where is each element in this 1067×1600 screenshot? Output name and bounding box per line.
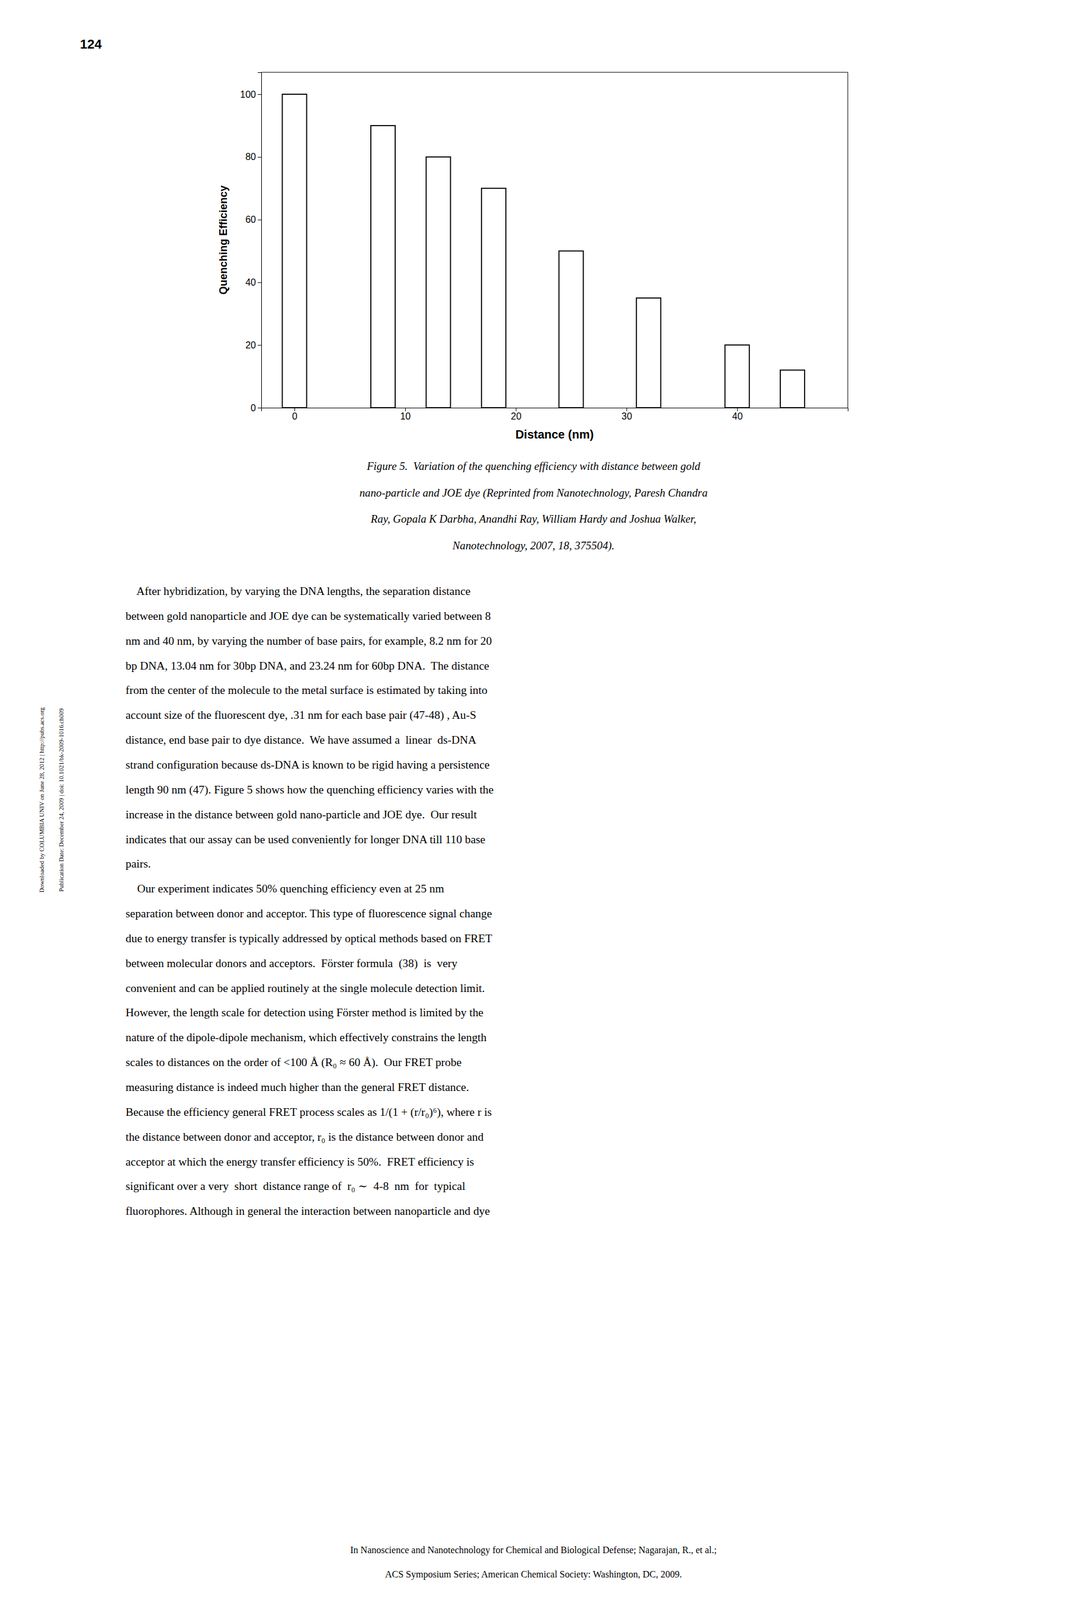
x-tick-mark bbox=[516, 407, 517, 412]
body-line: length 90 nm (47). Figure 5 shows how th… bbox=[125, 783, 494, 797]
y-tick: 80 bbox=[245, 151, 262, 162]
body-line: the distance between donor and acceptor,… bbox=[125, 1130, 484, 1143]
x-tick-label: 30 bbox=[621, 411, 633, 422]
caption-line: nano-particle and JOE dye (Reprinted fro… bbox=[359, 486, 708, 500]
y-tick: 0 bbox=[250, 402, 262, 413]
bar bbox=[481, 188, 506, 408]
body-line: bp DNA, 13.04 nm for 30bp DNA, and 23.24… bbox=[125, 659, 490, 672]
x-tick: 0 bbox=[292, 407, 298, 422]
x-tick-mark bbox=[405, 407, 406, 412]
bars bbox=[282, 94, 805, 408]
x-tick: 10 bbox=[399, 407, 411, 422]
y-tick: 40 bbox=[245, 277, 262, 288]
x-tick: 40 bbox=[732, 407, 743, 422]
x-tick: 20 bbox=[510, 407, 522, 422]
body-line: due to energy transfer is typically addr… bbox=[125, 931, 493, 945]
side-text: Downloaded by COLUMBIA UNIV on June 28, … bbox=[38, 706, 46, 893]
y-axis-title: Quenching Efficiency bbox=[217, 185, 230, 295]
body-line: However, the length scale for detection … bbox=[125, 1005, 484, 1019]
body-line: pairs. bbox=[125, 857, 152, 870]
bar bbox=[282, 94, 307, 408]
body-line: After hybridization, by varying the DNA … bbox=[125, 584, 471, 598]
x-tick-label: 20 bbox=[510, 411, 522, 422]
body-line: fluorophores. Although in general the in… bbox=[125, 1204, 490, 1217]
body-line: acceptor at which the energy transfer ef… bbox=[125, 1155, 474, 1168]
y-tick-label: 40 bbox=[245, 277, 256, 288]
y-tick-label: 80 bbox=[245, 151, 256, 162]
x-tick-mark bbox=[626, 407, 627, 412]
body-line: separation between donor and acceptor. T… bbox=[125, 907, 492, 920]
bar bbox=[370, 125, 396, 408]
x-axis: 0 10 20 30 40 bbox=[261, 407, 849, 422]
bar bbox=[558, 251, 583, 408]
body-line: between molecular donors and acceptors. … bbox=[125, 956, 458, 970]
y-tick-mark bbox=[257, 219, 262, 221]
body-line: between gold nanoparticle and JOE dye ca… bbox=[125, 609, 492, 623]
page: 0 10 20 30 40 0 20 40 60 80 100 Distance (nm) Quench… bbox=[0, 0, 1067, 1600]
footer-line: ACS Symposium Series; American Chemical … bbox=[385, 1568, 682, 1580]
plot-frame bbox=[847, 72, 849, 408]
bar bbox=[780, 370, 805, 408]
x-tick: 30 bbox=[621, 407, 633, 422]
y-tick-mark bbox=[257, 282, 262, 283]
caption-line: Nanotechnology, 2007, 18, 375504). bbox=[452, 539, 615, 553]
bar bbox=[636, 298, 661, 408]
side-text: Publication Date: December 24, 2009 | do… bbox=[58, 707, 65, 892]
caption-line: Ray, Gopala K Darbha, Anandhi Ray, Willi… bbox=[370, 512, 697, 525]
footer-line: In Nanoscience and Nanotechnology for Ch… bbox=[350, 1544, 717, 1556]
body-line: convenient and can be applied routinely … bbox=[125, 981, 485, 995]
body-line: Our experiment indicates 50% quenching e… bbox=[125, 882, 445, 895]
x-axis-title: Distance (nm) bbox=[515, 427, 594, 441]
y-tick-label: 60 bbox=[245, 214, 256, 225]
y-tick-label: 20 bbox=[245, 340, 256, 351]
y-tick-mark bbox=[257, 156, 262, 158]
body-line: indicates that our assay can be used con… bbox=[125, 832, 486, 846]
body-line: scales to distances on the order of <100… bbox=[125, 1055, 462, 1069]
x-tick-mark bbox=[737, 407, 738, 412]
body-line: nm and 40 nm, by varying the number of b… bbox=[125, 634, 492, 647]
y-axis-line bbox=[257, 72, 262, 409]
body-line: measuring distance is indeed much higher… bbox=[125, 1080, 470, 1094]
body-line: account size of the fluorescent dye, .31… bbox=[125, 708, 477, 722]
x-tick-mark bbox=[294, 407, 296, 412]
background bbox=[0, 0, 1067, 1600]
page-number: 124 bbox=[79, 36, 102, 52]
x-tick-label: 10 bbox=[399, 411, 411, 422]
y-tick-label: 0 bbox=[250, 402, 256, 413]
body-line: increase in the distance between gold na… bbox=[125, 808, 477, 821]
body-line: strand configuration because ds-DNA is k… bbox=[125, 758, 490, 771]
y-tick-label: 100 bbox=[239, 89, 256, 100]
body-line: nature of the dipole-dipole mechanism, w… bbox=[125, 1030, 487, 1044]
bar bbox=[725, 344, 750, 408]
y-tick: 60 bbox=[245, 214, 262, 225]
y-tick-mark bbox=[257, 344, 262, 346]
body-line: from the center of the molecule to the m… bbox=[125, 683, 488, 697]
plot-frame bbox=[261, 72, 848, 73]
bar bbox=[425, 156, 451, 408]
y-tick: 100 bbox=[239, 89, 262, 100]
chart: 0 10 20 30 40 0 20 40 60 80 100 Distance (nm) Quench… bbox=[217, 72, 849, 441]
y-tick-mark bbox=[257, 407, 262, 409]
body-line: Because the efficiency general FRET proc… bbox=[125, 1105, 492, 1119]
x-tick-label: 40 bbox=[732, 411, 743, 422]
body-line: significant over a very short distance r… bbox=[125, 1179, 466, 1193]
y-axis: 0 20 40 60 80 100 bbox=[239, 72, 262, 413]
body-line: distance, end base pair to dye distance.… bbox=[125, 733, 477, 746]
caption-line: Figure 5. Variation of the quenching eff… bbox=[366, 459, 701, 473]
x-tick-label: 0 bbox=[292, 411, 298, 422]
y-tick-mark bbox=[257, 94, 262, 95]
x-axis-line bbox=[261, 408, 849, 412]
y-tick: 20 bbox=[245, 340, 262, 351]
